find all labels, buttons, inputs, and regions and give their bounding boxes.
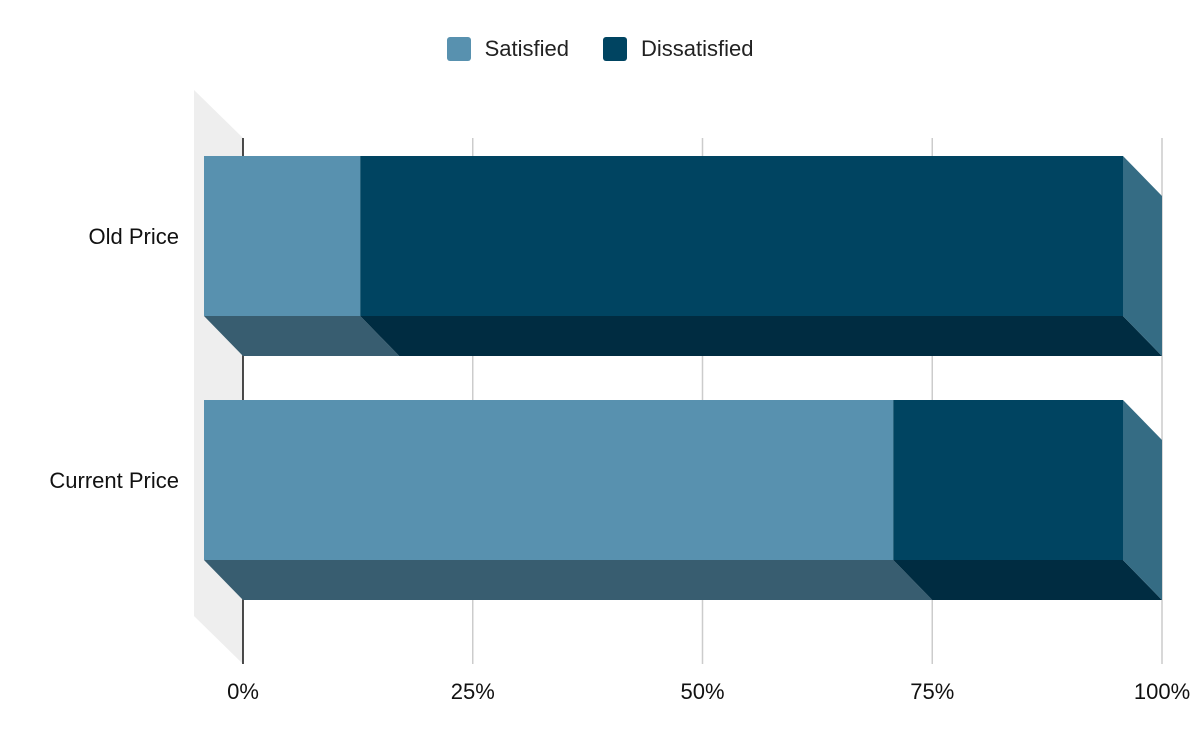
- bar-satisfied-old-price: [204, 156, 361, 316]
- y-tick-label: Current Price: [49, 468, 179, 493]
- bar-dissatisfied-current-price: [893, 400, 1123, 560]
- legend-swatch-dissatisfied: [602, 37, 627, 61]
- x-tick-label: 25%: [451, 679, 495, 704]
- legend-label-dissatisfied: Dissatisfied: [640, 36, 754, 61]
- bar-bottom-face: [204, 316, 400, 356]
- x-tick-label: 100%: [1134, 679, 1190, 704]
- x-tick-label: 50%: [680, 679, 724, 704]
- bar-satisfied-current-price: [204, 400, 894, 560]
- bar-dissatisfied-old-price: [360, 156, 1124, 316]
- legend-item-dissatisfied[interactable]: Dissatisfied: [602, 36, 754, 62]
- legend-item-satisfied[interactable]: Satisfied: [446, 36, 569, 62]
- legend: Satisfied Dissatisfied: [0, 36, 1200, 62]
- y-tick-label: Old Price: [89, 224, 179, 249]
- bar-bottom-face: [893, 560, 1162, 600]
- bar-bottom-face: [360, 316, 1163, 356]
- legend-swatch-satisfied: [446, 37, 471, 61]
- legend-label-satisfied: Satisfied: [484, 36, 569, 61]
- x-tick-label: 75%: [910, 679, 954, 704]
- x-tick-label: 0%: [227, 679, 259, 704]
- bar-bottom-face: [204, 560, 933, 600]
- bar-side-face: [1123, 156, 1162, 356]
- bar-side-face: [1123, 400, 1162, 600]
